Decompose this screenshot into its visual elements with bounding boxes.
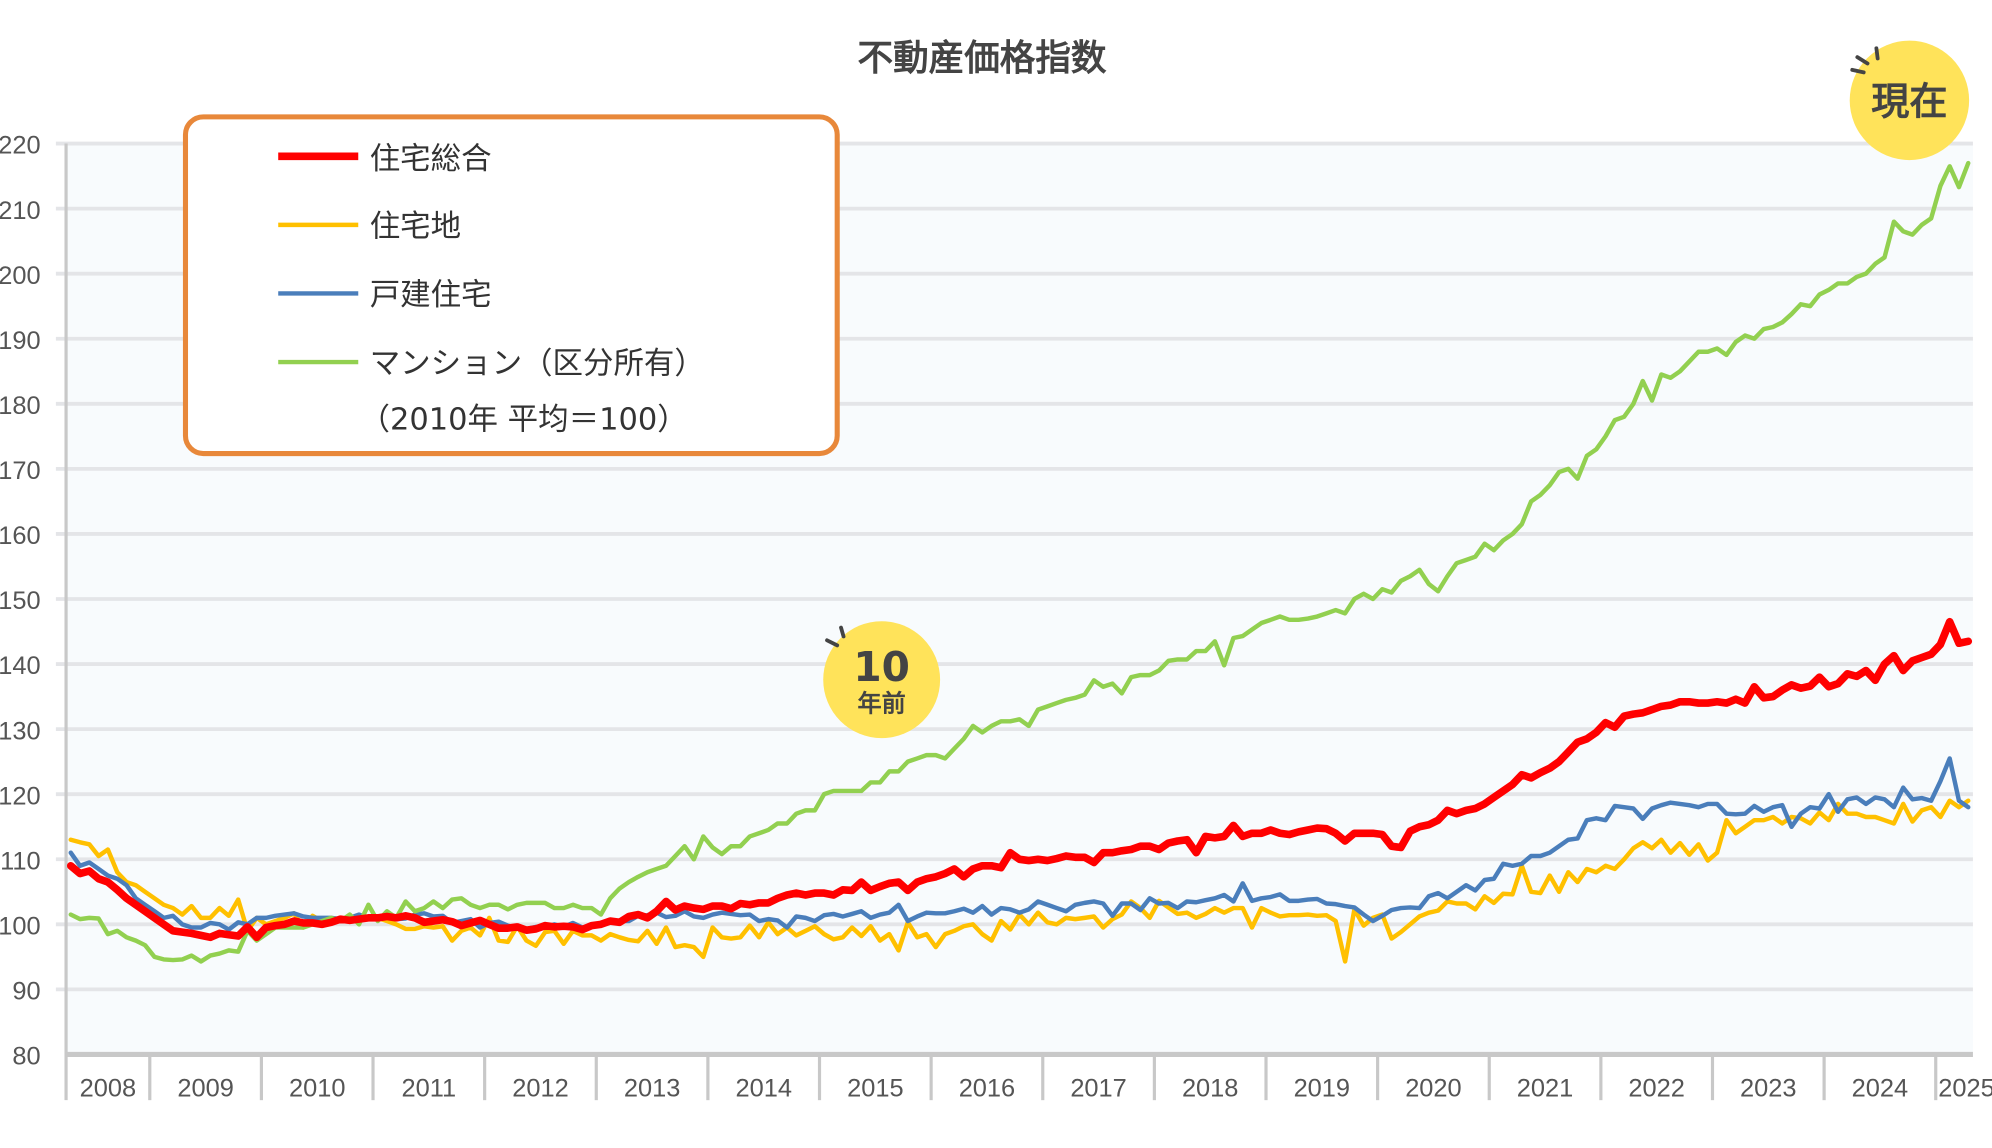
legend-note: （2010年 平均＝100） [360,402,688,437]
chart-title: 不動産価格指数 [858,38,1107,79]
legend-label-land: 住宅地 [370,209,461,244]
y-tick-label: 110 [0,847,40,875]
x-tick-label: 2022 [1628,1074,1684,1102]
x-tick-label: 2025 [1938,1074,1992,1102]
legend-box [182,114,840,457]
legend: 住宅総合 住宅地 戸建住宅 マンション（区分所有） （2010年 平均＝100） [182,114,840,457]
spark-icon [825,625,846,648]
annotation-main: 10 [853,643,910,691]
x-tick-label: 2015 [847,1074,903,1102]
y-tick-label: 80 [12,1043,40,1071]
y-tick-label: 90 [12,978,40,1006]
annotation-bubble [823,621,941,739]
y-tick-label: 150 [0,587,41,615]
annotation-now: 現在 [1849,40,1970,161]
annotation-10-years-ago: 10 年前 [823,621,941,739]
y-tick-label: 190 [0,327,41,355]
y-tick-label: 180 [0,392,41,420]
y-tick-label: 140 [0,652,41,680]
x-tick-label: 2017 [1070,1074,1126,1102]
annotation-bubble [1849,40,1970,161]
y-tick-label: 120 [0,782,41,810]
annotation-sub: 年前 [858,689,906,717]
x-tick-label: 2012 [512,1074,568,1102]
x-tick-label: 2011 [402,1074,457,1102]
legend-label-condo: マンション（区分所有） [370,346,705,381]
x-tick-label: 2020 [1405,1074,1461,1102]
x-tick-label: 2018 [1182,1074,1238,1102]
x-tick-label: 2008 [80,1074,136,1102]
x-tick-label: 2009 [177,1074,233,1102]
x-tick-label: 2010 [289,1074,345,1102]
x-tick-label: 2024 [1852,1074,1908,1102]
x-tick-label: 2014 [735,1074,791,1102]
y-tick-label: 210 [0,197,41,225]
x-tick-label: 2019 [1294,1074,1350,1102]
series-line-condo [68,160,1971,964]
x-tick-label: 2013 [624,1074,680,1102]
legend-label-total: 住宅総合 [370,142,492,177]
x-tick-label: 2016 [959,1074,1015,1102]
spark-icon [1850,46,1880,75]
y-tick-label: 220 [0,132,41,160]
y-tick-label: 170 [0,457,41,485]
legend-label-house: 戸建住宅 [370,278,492,313]
x-tick-label: 2023 [1740,1074,1796,1102]
y-axis-ticks: 80 90 100 110 120 130 140 150 160 170 180 190 200 210… [0,132,41,1071]
y-tick-label: 200 [0,262,41,290]
y-tick-label: 100 [0,912,41,940]
annotation-main: 現在 [1871,79,1947,123]
x-axis: 2008 2009 2010 2011 2012 2013 2014 2015 2016 2017… [64,143,1992,1102]
series-lines [66,160,1973,964]
series-line-total [66,617,1973,942]
y-tick-label: 160 [0,522,41,550]
x-tick-label: 2021 [1517,1074,1573,1102]
y-tick-label: 130 [0,717,41,745]
